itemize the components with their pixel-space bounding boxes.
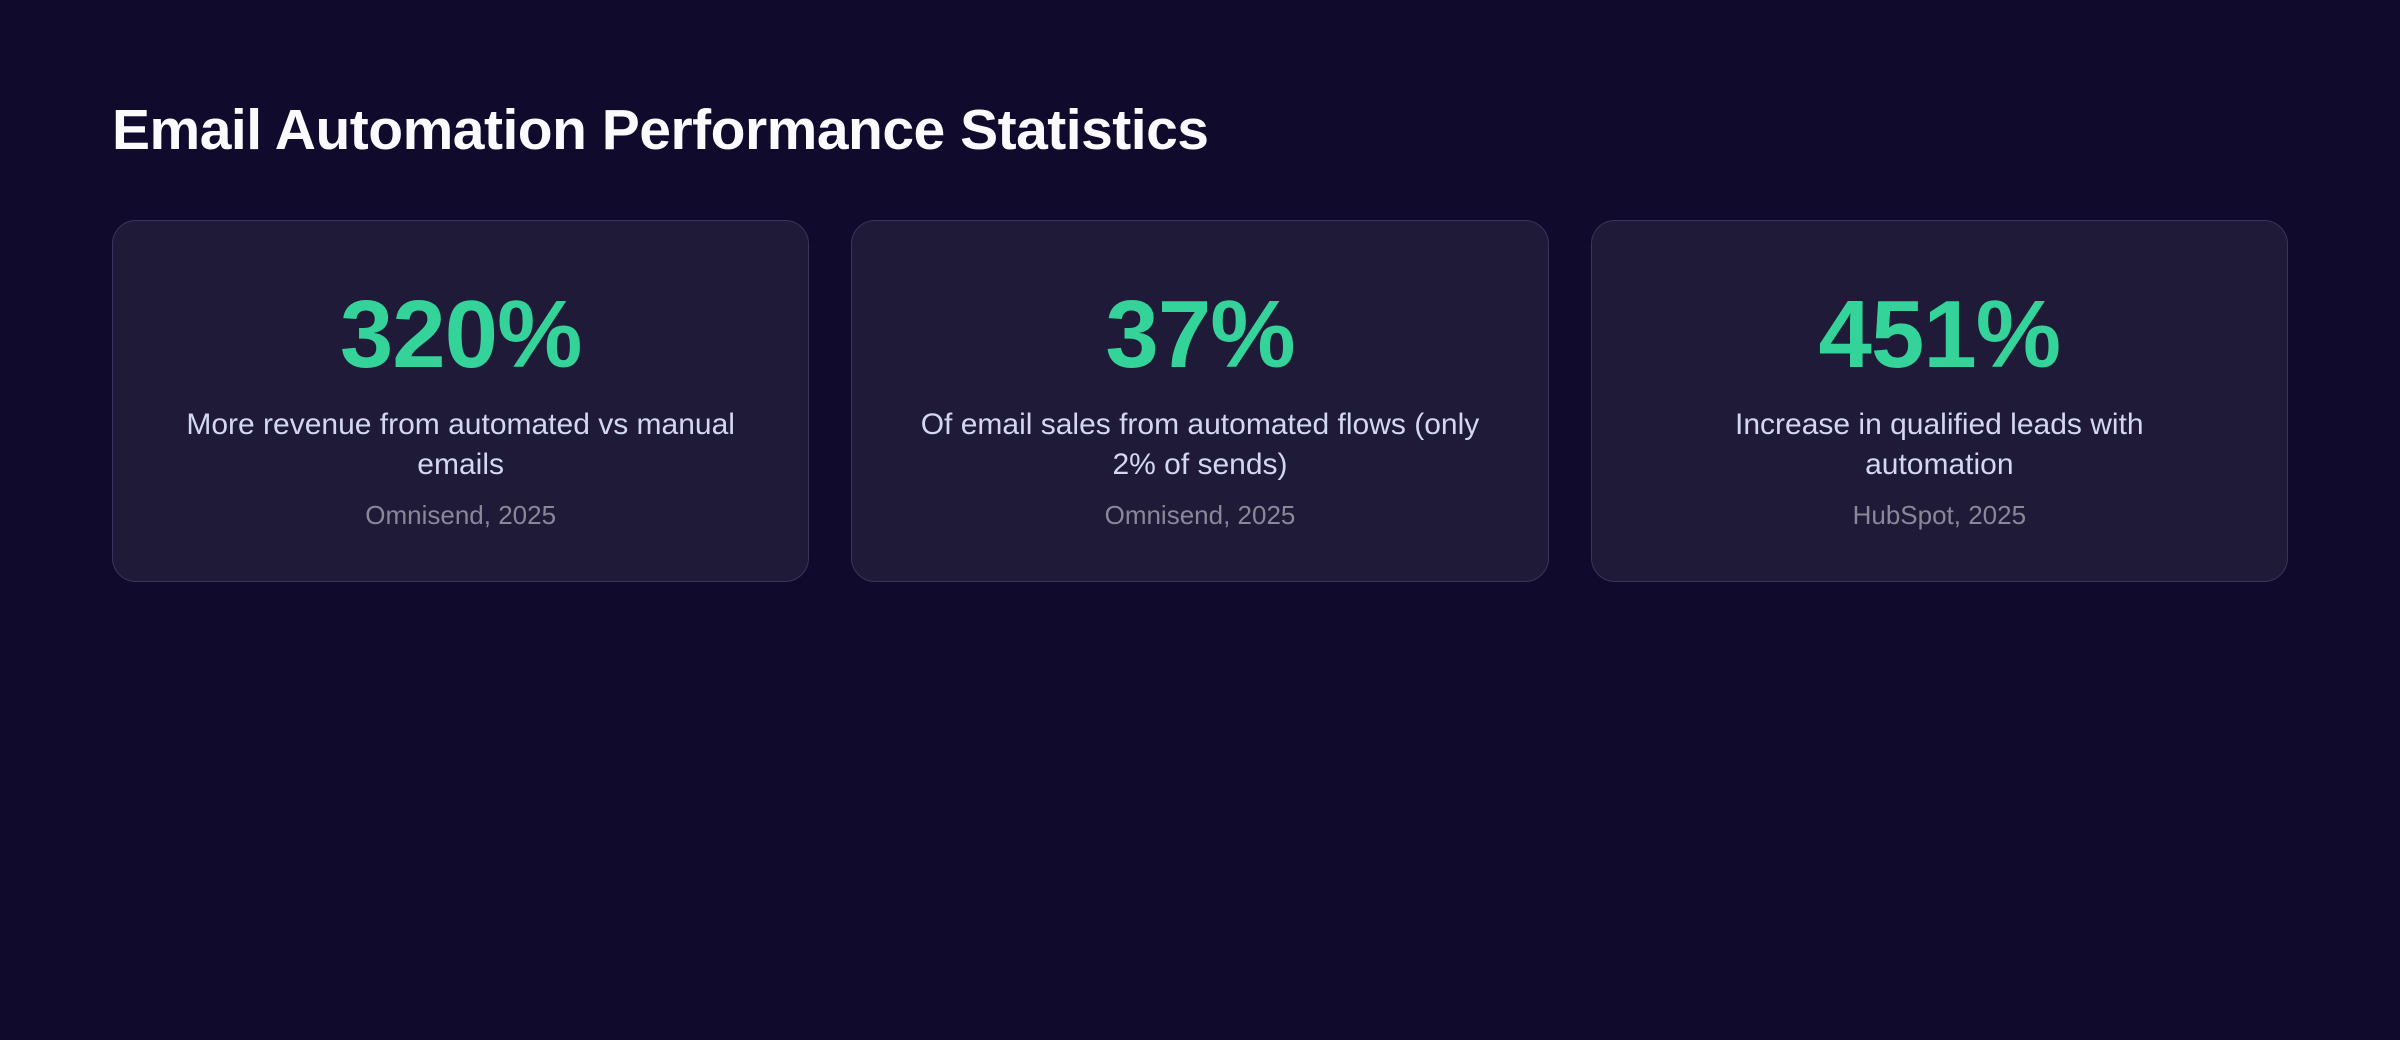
- stat-description: Of email sales from automated flows (onl…: [920, 408, 1480, 482]
- stat-value: 451%: [1818, 281, 2062, 389]
- stats-page: Email Automation Performance Statistics …: [0, 96, 2400, 1040]
- stat-source: Omnisend, 2025: [1104, 500, 1296, 531]
- stat-source: HubSpot, 2025: [1852, 500, 2027, 531]
- stat-description: More revenue from automated vs manual em…: [186, 408, 735, 482]
- stat-value: 37%: [1105, 281, 1295, 389]
- stat-card-qualified-leads: 451% Increase in qualified leads with au…: [1590, 220, 2288, 583]
- page-title: Email Automation Performance Statistics: [112, 98, 1209, 162]
- stat-card-email-sales: 37% Of email sales from automated flows …: [851, 220, 1549, 583]
- stat-source: Omnisend, 2025: [365, 500, 557, 531]
- stat-description: Increase in qualified leads with automat…: [1735, 408, 2144, 482]
- stats-cards-row: 320% More revenue from automated vs manu…: [112, 220, 2288, 583]
- stat-card-revenue: 320% More revenue from automated vs manu…: [112, 220, 810, 583]
- stat-value: 320%: [339, 281, 583, 389]
